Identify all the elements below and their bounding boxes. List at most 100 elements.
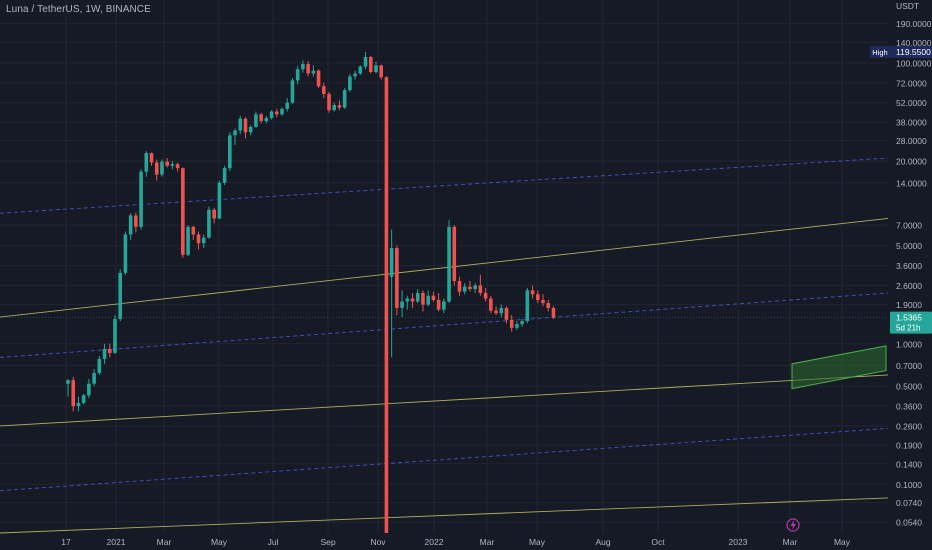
candle-body — [426, 295, 430, 305]
trend-channel-lines — [0, 157, 889, 534]
candle-body — [395, 248, 399, 308]
candle-body — [483, 292, 488, 299]
price-tick-label: 52.0000 — [896, 98, 927, 108]
candle-body — [175, 164, 180, 169]
lightning-icon-group[interactable] — [786, 518, 800, 532]
price-tick-label: 100.0000 — [896, 58, 932, 68]
candle-body — [353, 73, 357, 77]
candle-body — [442, 301, 446, 310]
price-tick-label: 0.1000 — [896, 480, 922, 490]
last-price-value: 1.5365 — [896, 313, 922, 323]
high-badge-tag — [870, 45, 890, 58]
candle-body — [473, 285, 477, 290]
time-tick-label: 2023 — [729, 537, 748, 547]
candle-body — [81, 395, 86, 403]
time-tick-label: Nov — [370, 537, 386, 547]
candle-body — [520, 321, 524, 325]
candle-body — [379, 65, 383, 78]
candle-body — [400, 301, 404, 308]
candle-body — [421, 292, 425, 305]
time-axis[interactable]: 17 2021 Mar May Jul Sep Nov 2022 Mar May Aug Oct 202… — [61, 537, 851, 547]
candle-body — [499, 307, 504, 314]
highlight-box-group — [791, 345, 887, 390]
candle-body — [196, 234, 201, 244]
candle-body — [275, 111, 279, 115]
candle-body — [113, 319, 117, 353]
candle-body — [222, 168, 227, 183]
candle-body — [201, 237, 206, 244]
candle-body — [285, 102, 290, 109]
candle-body — [431, 295, 436, 300]
chart-title: Luna / TetherUS, 1W, BINANCE — [6, 4, 151, 15]
candle-body — [144, 153, 149, 172]
candle-body — [551, 307, 556, 318]
price-tick-label: 38.0000 — [896, 117, 927, 127]
time-tick-label: Mar — [480, 537, 495, 547]
time-tick-label: May — [529, 537, 546, 547]
time-tick-label: Aug — [595, 537, 610, 547]
candle-body — [264, 117, 269, 122]
candle-body — [290, 80, 295, 103]
price-tick-label: 0.7000 — [896, 361, 922, 371]
candle-body — [154, 162, 159, 175]
candle-body — [259, 114, 263, 122]
candle-body — [217, 182, 222, 219]
currency-label: USDT — [896, 1, 919, 11]
time-tick-label: Mar — [783, 537, 798, 547]
channel-line-solid — [0, 218, 889, 318]
candle-body — [447, 226, 451, 302]
candle-body — [170, 164, 175, 166]
candle-body — [348, 76, 352, 91]
highlight-box — [791, 345, 887, 390]
candle-body — [301, 64, 305, 70]
candle-body — [97, 358, 102, 373]
candle-body — [280, 108, 284, 115]
price-tick-label: 14.0000 — [896, 178, 927, 188]
candle-body — [374, 65, 378, 73]
candle-body — [134, 215, 138, 227]
price-tick-label: 28.0000 — [896, 136, 927, 146]
candle-body — [321, 86, 326, 94]
candle-body — [76, 402, 81, 407]
price-tick-label: 20.0000 — [896, 157, 927, 167]
candle-body — [212, 209, 216, 219]
candle-body — [468, 286, 472, 290]
price-tick-label: 1.9000 — [896, 300, 922, 310]
lightning-icon[interactable] — [786, 518, 800, 532]
candle-body — [536, 294, 540, 300]
candle-body — [107, 348, 112, 353]
price-tick-label: 190.0000 — [896, 19, 932, 29]
price-tick-label: 0.3600 — [896, 402, 922, 412]
time-tick-label: Oct — [651, 537, 665, 547]
candle-body — [504, 307, 509, 320]
candle-body — [243, 118, 248, 133]
candle-body — [181, 168, 185, 255]
price-tick-label: 72.0000 — [896, 78, 927, 88]
time-tick-label: 17 — [61, 537, 71, 547]
candle-body — [462, 286, 467, 292]
candle-body — [457, 280, 462, 292]
candle-body — [384, 77, 389, 533]
price-axis[interactable]: 190.0000 140.0000 100.0000 72.0000 52.0000 38… — [896, 1, 932, 527]
grid — [0, 0, 888, 533]
candle-body — [102, 348, 107, 359]
candle-body — [228, 135, 232, 169]
candle-body — [160, 161, 164, 175]
candles — [0, 51, 888, 533]
candle-body — [405, 298, 410, 302]
candle-body — [306, 64, 310, 74]
candle-body — [233, 130, 237, 136]
channel-line-solid — [0, 374, 889, 427]
candle-body — [87, 383, 91, 396]
candle-body — [530, 290, 535, 295]
price-tick-label: 140.0000 — [896, 38, 932, 48]
high-badge-value-box — [890, 45, 932, 58]
candle-body — [489, 298, 493, 311]
time-tick-label: Mar — [157, 537, 172, 547]
price-tick-label: 1.0000 — [896, 339, 922, 349]
candle-body — [494, 310, 498, 314]
candle-body — [311, 70, 316, 74]
